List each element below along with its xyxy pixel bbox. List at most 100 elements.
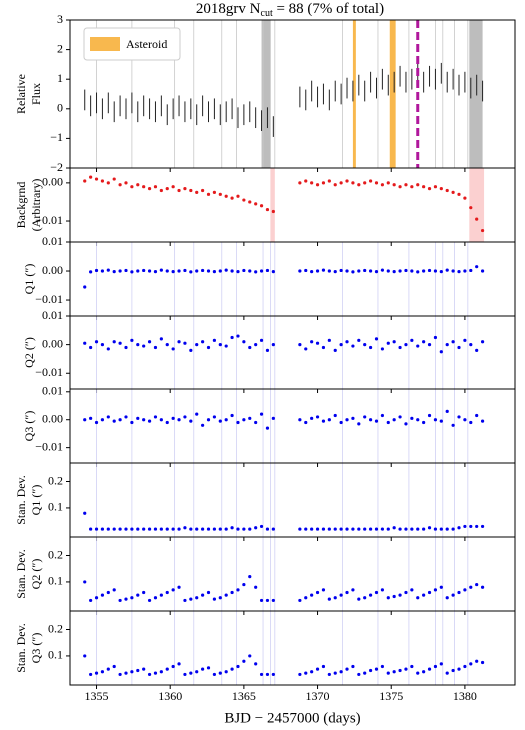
data-point <box>480 585 485 589</box>
data-point <box>206 527 211 531</box>
y-axis-label: Stan. Dev. <box>14 549 28 599</box>
data-point <box>106 268 110 272</box>
data-point <box>242 527 246 531</box>
data-point <box>469 524 473 529</box>
data-point <box>254 343 258 347</box>
data-point <box>351 588 355 592</box>
data-point <box>89 345 93 350</box>
data-point <box>386 181 390 185</box>
data-point <box>469 662 473 666</box>
data-point <box>404 422 408 426</box>
data-point <box>142 268 146 273</box>
data-point <box>136 668 140 673</box>
data-point <box>254 202 258 206</box>
data-point <box>153 671 158 675</box>
data-point <box>427 590 432 595</box>
title-main: 2018grv N <box>196 1 261 17</box>
y-tick-label: 0.00 <box>42 411 63 425</box>
data-point <box>171 588 175 592</box>
data-point <box>351 270 355 274</box>
data-point <box>224 593 228 597</box>
data-point <box>357 597 361 601</box>
data-point <box>189 597 193 601</box>
data-point <box>265 672 270 677</box>
data-point <box>410 588 414 592</box>
data-point <box>259 338 264 342</box>
data-point <box>427 186 432 191</box>
data-point <box>427 343 432 347</box>
data-point <box>433 418 438 422</box>
data-point <box>480 524 485 529</box>
data-point <box>94 177 99 181</box>
data-point <box>357 527 361 531</box>
data-point <box>130 596 134 600</box>
data-point <box>410 664 414 669</box>
panel <box>83 242 485 316</box>
data-point <box>457 667 461 671</box>
data-point <box>94 340 99 344</box>
data-point <box>451 593 455 597</box>
y-tick-label: −2 <box>50 160 63 174</box>
data-point <box>363 181 367 185</box>
data-point <box>89 416 93 420</box>
data-point <box>177 418 181 422</box>
y-axis-label: Q1 (″) <box>22 264 36 295</box>
data-point <box>136 416 140 420</box>
data-point <box>271 343 275 347</box>
data-point <box>351 416 355 420</box>
data-point <box>416 270 420 274</box>
data-point <box>224 527 228 531</box>
y-tick-label: 0 <box>57 101 63 115</box>
data-point <box>392 418 396 422</box>
data-point <box>433 664 438 669</box>
data-point <box>422 269 426 273</box>
data-point <box>118 341 122 345</box>
data-point <box>248 527 252 531</box>
data-point <box>469 206 473 210</box>
panel-frame <box>69 388 516 464</box>
data-point <box>445 527 449 531</box>
data-point <box>327 269 331 273</box>
data-point <box>398 668 402 673</box>
data-point <box>165 420 169 425</box>
asteroid-span <box>389 20 396 168</box>
data-point <box>451 269 455 273</box>
chart-title: 2018grv Ncut = 88 (7% of total) <box>196 1 384 19</box>
data-point <box>410 185 414 189</box>
data-point <box>310 181 314 185</box>
data-point <box>118 598 122 603</box>
panel-frame <box>69 315 516 390</box>
data-point <box>374 667 379 671</box>
data-point <box>410 338 414 342</box>
panel <box>83 611 485 685</box>
data-point <box>165 590 169 595</box>
data-point <box>112 340 116 344</box>
data-point <box>254 585 258 589</box>
data-point <box>410 527 414 531</box>
data-point <box>212 190 217 195</box>
y-axis-label: Q1 (″) <box>29 485 43 516</box>
data-point <box>89 270 93 274</box>
data-point <box>457 192 461 196</box>
data-point <box>259 524 264 529</box>
data-point <box>236 420 240 425</box>
data-point <box>374 337 379 341</box>
data-point <box>327 672 331 677</box>
data-point <box>183 186 187 191</box>
data-point <box>271 598 275 603</box>
data-point <box>195 527 199 531</box>
y-axis-label: Q2 (″) <box>29 559 43 590</box>
data-point <box>159 593 163 597</box>
asteroid-span <box>352 20 356 168</box>
data-point <box>189 419 193 423</box>
data-point <box>469 420 473 425</box>
data-point <box>201 527 205 531</box>
data-point <box>433 527 438 531</box>
data-point <box>410 416 414 420</box>
data-point <box>368 527 373 531</box>
x-tick-label: 1360 <box>158 689 182 703</box>
legend-box <box>83 27 181 61</box>
data-point <box>265 426 270 430</box>
data-point <box>142 185 146 189</box>
data-point <box>345 179 349 183</box>
